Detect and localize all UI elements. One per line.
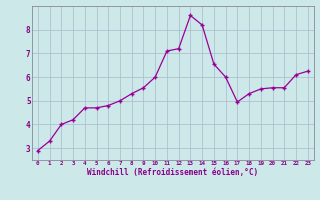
X-axis label: Windchill (Refroidissement éolien,°C): Windchill (Refroidissement éolien,°C) [87,168,258,177]
